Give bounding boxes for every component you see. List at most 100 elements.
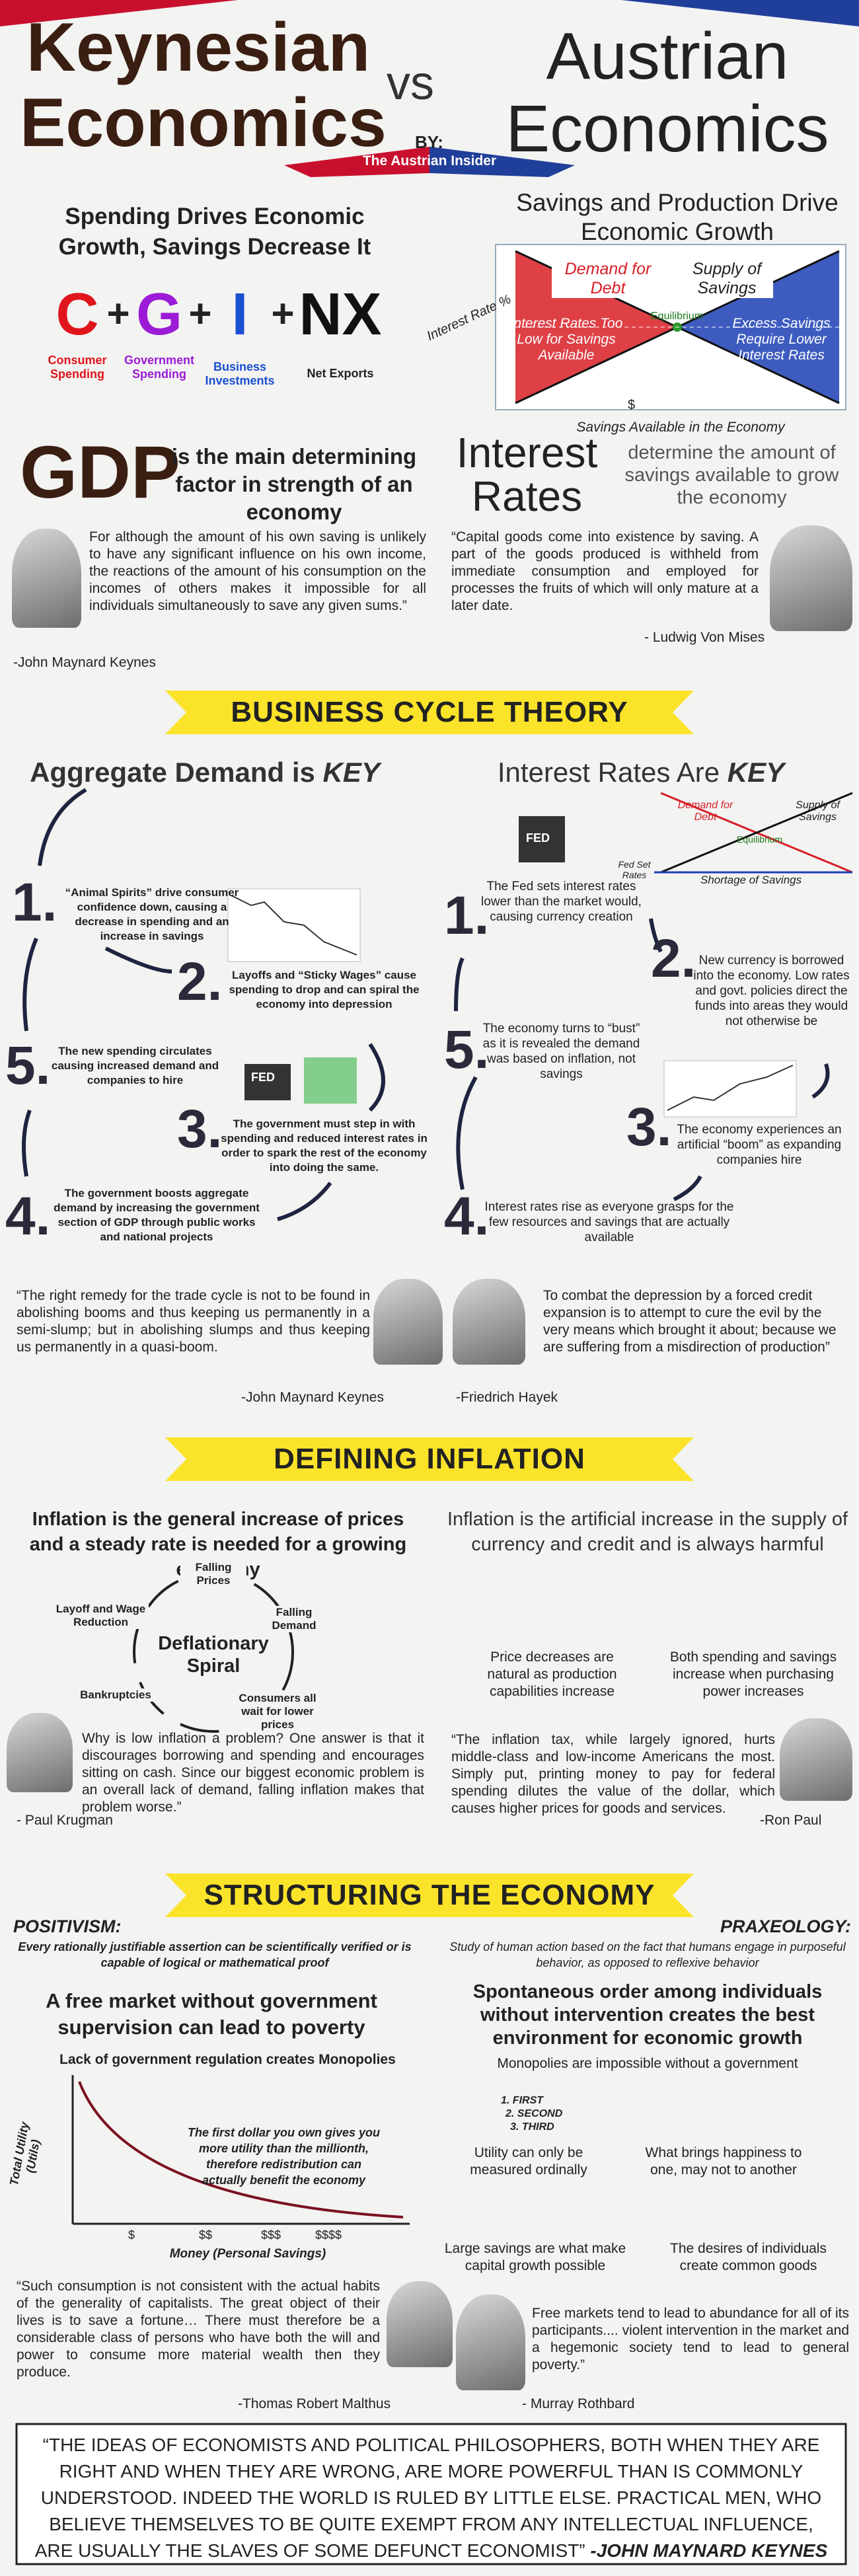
shortage-label: Shortage of Savings — [700, 874, 802, 886]
praxeology-point: The desires of individuals create common… — [670, 2241, 827, 2273]
cycle-title-emphasis: KEY — [727, 757, 785, 788]
excess-label: Excess Savings Require Lower Interest Ra… — [732, 316, 831, 363]
quote: “Such consumption is not consistent with… — [17, 2279, 380, 2380]
low-rates-label: Interest Rates Too Low for Savings Avail… — [509, 316, 623, 363]
money-axis-label: Money (Personal Savings) — [169, 2247, 326, 2261]
cycle-arrow — [368, 1043, 385, 1112]
spiral-label: Falling Prices — [180, 1561, 246, 1587]
closing-box — [15, 2423, 847, 2565]
cycle-arrow — [277, 1182, 332, 1221]
cycle-arrow — [22, 937, 38, 1032]
cycle-arrow — [22, 1109, 32, 1177]
term-letter: C — [56, 282, 99, 348]
graph-title: Savings and Production Drive Economic Gr… — [516, 189, 839, 245]
step-text: New currency is borrowed into the econom… — [693, 954, 850, 1028]
supply-label: Supply of Savings — [681, 260, 773, 298]
money-tick: $$$ — [260, 2228, 281, 2242]
rank: 3. THIRD — [510, 2121, 554, 2133]
operator: + — [271, 291, 295, 336]
step-number: 2. — [177, 952, 223, 1012]
mini-supply-label: Supply of Savings — [796, 800, 840, 823]
step-number: 1. — [444, 886, 490, 946]
term-letter: G — [135, 282, 182, 348]
money-tick: $$ — [198, 2228, 213, 2242]
positivism-definition: Every rationally justifiable assertion c… — [18, 1940, 412, 1969]
vs: vs — [387, 57, 434, 110]
by: BY: — [415, 132, 443, 152]
quote-author: -Thomas Robert Malthus — [238, 2396, 391, 2411]
cycle-arrow — [811, 1063, 830, 1099]
quote: Free markets tend to lead to abundance f… — [532, 2306, 849, 2372]
rates-text: determine the amount of savings availabl… — [624, 442, 839, 508]
mini-demand-label: Demand for Debt — [677, 800, 733, 823]
praxeology-point: Utility can only be measured ordinally — [470, 2145, 587, 2178]
decline-line — [231, 895, 357, 956]
x-mark: $ — [628, 398, 636, 412]
spiral-center: Deflationary Spiral — [158, 1633, 269, 1677]
demand-label: Demand for Debt — [552, 260, 664, 298]
step-number: 1. — [12, 872, 57, 932]
quote-author: -John Maynard Keynes — [13, 655, 156, 670]
right-title: Austrian Economics — [505, 19, 829, 166]
rates-word: Interest Rates — [456, 429, 598, 520]
quote: “The inflation tax, while largely ignore… — [451, 1732, 775, 1816]
quote-author: -John Maynard Keynes — [241, 1390, 384, 1405]
mini-equilibrium: Equilibrium — [737, 834, 783, 845]
term-label: Business Investments — [205, 360, 275, 387]
praxeology-claim: Spontaneous order among individuals with… — [472, 1981, 823, 2049]
praxeology-definition: Study of human action based on the fact … — [449, 1940, 846, 1969]
quote-author: - Murray Rothbard — [522, 2396, 635, 2411]
operator: + — [188, 291, 212, 336]
step-number: 3. — [626, 1097, 672, 1157]
step-text: The economy turns to “bust” as it is rev… — [482, 1022, 640, 1081]
fed-rates-label: Fed Set Rates — [618, 859, 651, 880]
inflation-point: Price decreases are natural as productio… — [487, 1649, 617, 1699]
step-number: 3. — [177, 1099, 223, 1159]
term-label: Net Exports — [307, 367, 374, 380]
quote: “Capital goods come into existence by sa… — [451, 529, 759, 613]
decline-chart — [227, 888, 361, 962]
praxeology-point: What brings happiness to one, may not to… — [645, 2145, 802, 2178]
author: The Austrian Insider — [362, 153, 497, 169]
spiral-label: Bankruptcies — [76, 1688, 155, 1702]
corner-stripe — [621, 0, 859, 26]
cycle-title: Interest Rates Are KEY — [463, 757, 819, 788]
fed-label: FED — [251, 1071, 275, 1084]
step-text: The economy experiences an artificial “b… — [677, 1123, 842, 1167]
spending-title: Spending Drives Economic Growth, Savings… — [58, 204, 371, 260]
monopolies-label: Lack of government regulation creates Mo… — [59, 2052, 396, 2067]
equilibrium-label: Equilibrium — [651, 311, 704, 322]
cycle-title: Aggregate Demand is KEY — [26, 757, 383, 788]
portrait — [7, 1713, 73, 1792]
rank: 1. FIRST — [501, 2095, 544, 2106]
ribbon — [284, 147, 430, 177]
step-text: “Animal Spirits” drive consumer confiden… — [65, 886, 239, 942]
step-text: Interest rates rise as everyone grasps f… — [484, 1200, 734, 1244]
cycle-title-emphasis: KEY — [322, 757, 380, 788]
spiral-label: Layoff and Wage Reduction — [53, 1603, 149, 1629]
fed-building — [244, 1064, 291, 1100]
quote: Why is low inflation a problem? One answ… — [82, 1731, 424, 1815]
quote-author: -Friedrich Hayek — [456, 1390, 558, 1405]
portrait — [12, 529, 81, 628]
mini-supply — [660, 792, 853, 874]
closing-author: -JOHN MAYNARD KEYNES — [590, 2540, 828, 2561]
spiral-label: Consumers all wait for lower prices — [228, 1692, 327, 1731]
section-banner: STRUCTURING THE ECONOMY — [165, 1874, 694, 1917]
portrait — [453, 1279, 525, 1365]
closing-quote: “THE IDEAS OF ECONOMISTS AND POLITICAL P… — [30, 2432, 833, 2564]
inflation-point: Both spending and savings increase when … — [669, 1649, 837, 1699]
quote: To combat the depression by a forced cre… — [543, 1288, 837, 1355]
gdp-word: GDP — [20, 431, 180, 513]
step-number: 4. — [444, 1186, 490, 1246]
cycle-title-text: Aggregate Demand is — [30, 757, 315, 788]
money-tick: $$$$ — [315, 2228, 342, 2242]
quote-author: - Paul Krugman — [17, 1813, 113, 1828]
praxeology-point: Large savings are what make capital grow… — [444, 2241, 626, 2273]
step-number: 4. — [5, 1186, 51, 1246]
term-letter: NX — [299, 282, 382, 348]
section-banner: DEFINING INFLATION — [165, 1437, 694, 1481]
step-number: 5. — [5, 1036, 51, 1096]
operator: + — [106, 291, 130, 336]
